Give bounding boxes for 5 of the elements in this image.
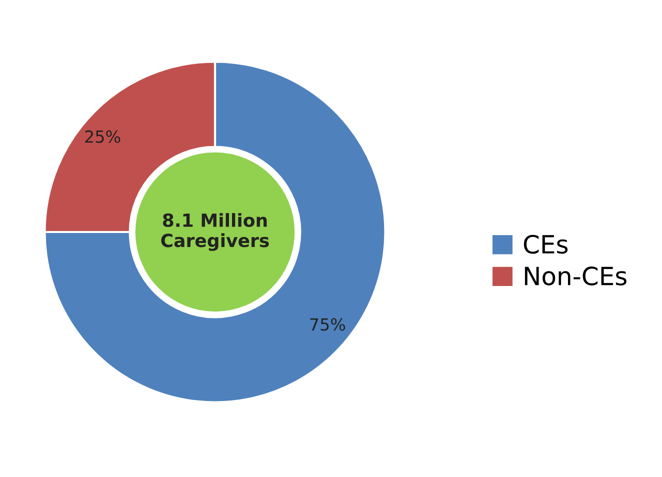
legend-label: Non-CEs xyxy=(524,266,626,286)
text: 8.1 Million Caregivers xyxy=(161,213,269,251)
data-label: 25% xyxy=(85,130,120,143)
data-label: 75% xyxy=(310,318,346,331)
legend-label: CEs xyxy=(524,234,568,254)
